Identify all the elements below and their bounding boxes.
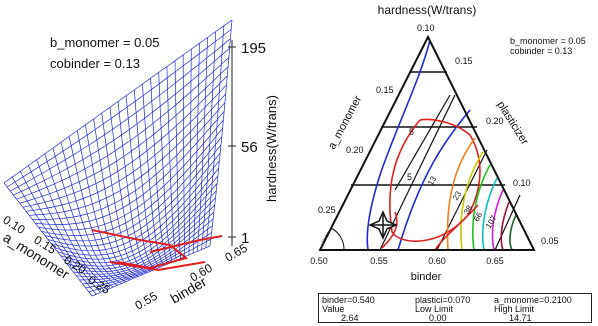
ternary-annotation-cobinder: cobinder = 0.13 [510,46,572,56]
contour-darkgreen [509,214,517,251]
mesh-line [88,238,211,293]
surface-mesh [3,19,233,297]
mesh-line [19,66,229,204]
mesh-line [205,25,225,248]
mesh-line [73,204,215,275]
floor-contour [109,261,206,272]
mesh-line [69,197,216,273]
corner-label: binder [320,231,330,244]
right-tick-label: 0.05 [541,236,559,246]
y-axis-label: binder [168,273,210,306]
right-tick-label: 0.10 [417,23,435,33]
mesh-line [209,19,233,247]
mesh-line [6,29,232,188]
contour-green [471,164,491,251]
contour-label: 107 [484,213,499,230]
contour-cyan [481,177,498,251]
contour-yellow [460,151,484,251]
annotation-b-monomer: b_monomer = 0.05 [50,35,159,50]
mesh-line [188,49,192,255]
info-high: 14.71 [509,313,532,323]
z-axis-label: hardness(W/trans) [264,95,279,202]
info-low: 0.00 [429,313,447,323]
design-point-marker[interactable] [368,210,398,240]
mesh-line [142,83,164,266]
grid-line [494,194,521,251]
bottom-axis-label: binder [411,271,442,283]
right-tick-label: 0.20 [486,116,504,126]
mesh-line [57,168,219,260]
mesh-line [133,89,160,268]
mesh-line [166,66,177,261]
annotation-cobinder: cobinder = 0.13 [50,56,140,71]
info-low-label: Low Limit [415,304,454,314]
right-tick-label: 0.15 [455,56,473,66]
contour-blue [397,109,471,251]
mesh-line [125,95,156,270]
info-a-monomer: a_monome=0.2100 [494,295,572,305]
left-tick-label: 0.15 [376,85,394,95]
z-tick-label: 56 [241,139,258,156]
mesh-line [201,31,217,250]
ternary-plot: hardness(W/trans) b_monomer = 0.05 cobin… [310,3,586,283]
corner-arc [330,227,345,251]
mesh-line [182,54,186,257]
left-tick-label: 0.25 [318,205,336,215]
ternary-annotation-b-monomer: b_monomer = 0.05 [510,36,586,46]
mesh-line [192,43,200,254]
info-plasticizer: plastici=0.070 [415,295,471,305]
contour-label: 5 [407,172,412,182]
bottom-tick-label: 0.60 [428,256,446,266]
surface-plot: 195 56 1 hardness(W/trans) b_monomer = 0… [0,19,279,313]
info-value-label: Value [322,304,345,314]
info-box: binder=0.540 plastici=0.070 a_monome=0.2… [318,293,592,323]
right-tick-label: 0.10 [513,178,531,188]
mesh-line [158,72,173,263]
contour-label: 5 [409,127,414,137]
mesh-line [91,245,211,297]
info-binder: binder=0.540 [322,295,375,305]
bottom-tick-label: 0.50 [310,256,328,266]
mesh-line [66,190,217,270]
contour-magenta [491,189,504,251]
info-value: 2.64 [341,313,359,323]
ternary-title: hardness(W/trans) [378,3,477,17]
mesh-line [150,78,169,265]
surface-contours [91,229,223,272]
mesh-line [25,84,227,212]
left-axis-label: a_monomer [326,94,364,152]
ternary-frame [318,34,536,251]
contour-maroon [500,201,510,251]
left-tick-label: 0.20 [346,145,364,155]
mesh-line [76,211,215,278]
mesh-line [117,101,152,272]
contour-blue [366,39,431,251]
bottom-tick-label: 0.55 [370,256,388,266]
z-tick-label: 195 [241,40,266,57]
z-tick-label: 1 [241,230,249,247]
floor-contour [149,235,223,253]
mesh-line [16,57,230,200]
ternary-contours [366,39,517,251]
contour-red [381,211,398,249]
mesh-line [197,37,208,252]
info-high-label: High Limit [494,304,535,314]
grid-line [394,94,451,191]
y-tick-label: 0.55 [133,289,161,313]
mesh-line [60,175,219,264]
mesh-line [54,160,220,256]
bottom-tick-label: 0.65 [486,256,504,266]
mesh-line [63,183,218,267]
contour-red [434,204,479,251]
mesh-line [174,60,181,259]
